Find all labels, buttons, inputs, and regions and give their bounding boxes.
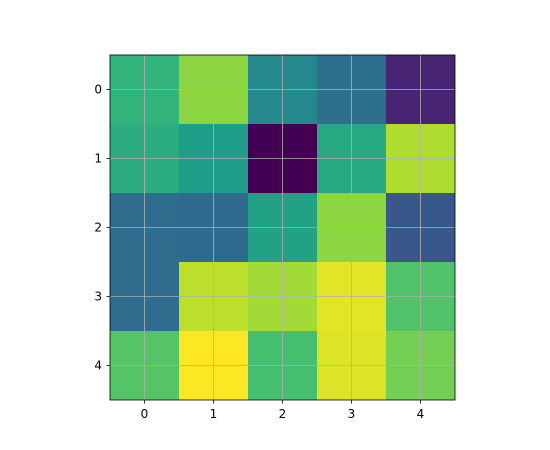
x-tick-label: 1 [210, 407, 218, 421]
x-tick-label: 3 [348, 407, 356, 421]
y-tick-label: 3 [94, 290, 102, 304]
axes-frame [109, 54, 456, 401]
y-tick-label: 0 [94, 83, 102, 97]
y-tick-label: 2 [94, 221, 102, 235]
x-tick-label: 4 [417, 407, 425, 421]
y-tick-label: 4 [94, 359, 102, 373]
x-tick-label: 2 [279, 407, 287, 421]
x-tick-label: 0 [141, 407, 149, 421]
y-tick-label: 1 [94, 152, 102, 166]
